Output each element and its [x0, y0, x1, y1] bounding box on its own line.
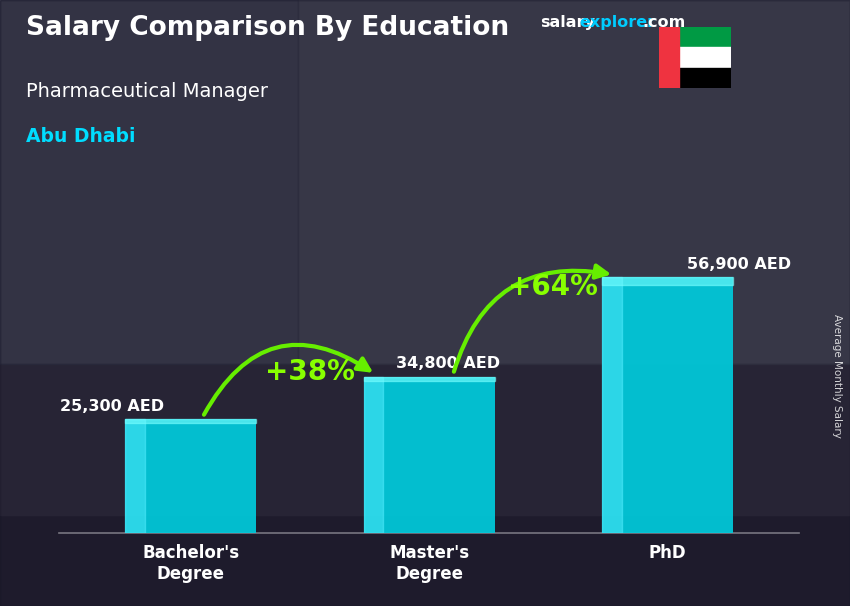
- Bar: [659, 47, 731, 68]
- Bar: [0, 364, 850, 515]
- Text: +38%: +38%: [265, 358, 355, 386]
- Text: Salary Comparison By Education: Salary Comparison By Education: [26, 15, 508, 41]
- Bar: [602, 277, 734, 533]
- Text: .com: .com: [643, 15, 686, 30]
- Bar: [125, 419, 257, 533]
- Text: salary: salary: [540, 15, 595, 30]
- Bar: [364, 376, 495, 533]
- Bar: [0, 0, 298, 364]
- Text: 56,900 AED: 56,900 AED: [688, 257, 791, 271]
- Text: Abu Dhabi: Abu Dhabi: [26, 127, 135, 146]
- Bar: [0, 515, 850, 606]
- Bar: [364, 376, 495, 381]
- Text: Average Monthly Salary: Average Monthly Salary: [832, 314, 842, 438]
- Bar: [659, 68, 731, 88]
- Text: explorer: explorer: [580, 15, 656, 30]
- Text: 25,300 AED: 25,300 AED: [60, 399, 164, 414]
- Bar: [659, 27, 731, 47]
- Bar: [659, 27, 679, 88]
- Bar: [298, 0, 850, 364]
- Text: +64%: +64%: [508, 273, 598, 301]
- Bar: [364, 376, 383, 533]
- Text: 34,800 AED: 34,800 AED: [396, 356, 501, 371]
- Bar: [602, 277, 734, 285]
- Bar: [602, 277, 622, 533]
- Bar: [125, 419, 144, 533]
- Bar: [125, 419, 257, 423]
- Text: Pharmaceutical Manager: Pharmaceutical Manager: [26, 82, 268, 101]
